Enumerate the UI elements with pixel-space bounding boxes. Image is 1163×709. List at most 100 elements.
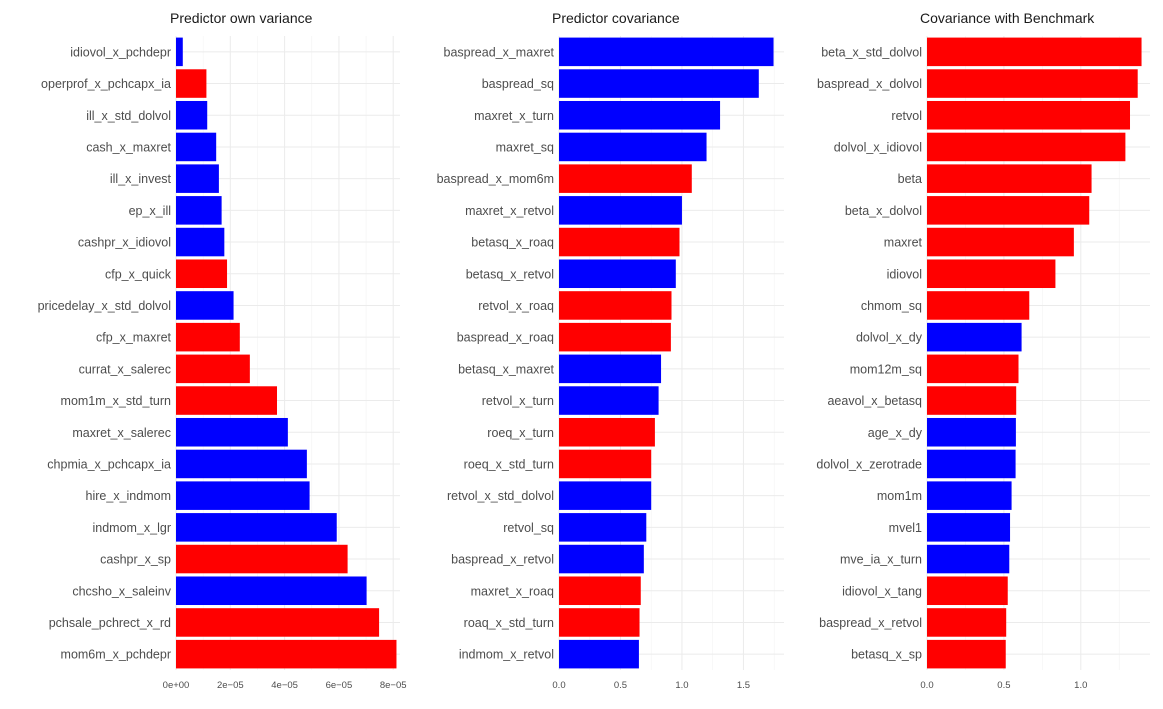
bar-cashpr-x-idiovol xyxy=(176,227,225,257)
bar-baspread-x-maxret xyxy=(559,37,774,67)
category-label: pchsale_pchrect_x_rd xyxy=(49,616,171,630)
category-label: cash_x_maxret xyxy=(86,140,171,154)
bar-cash-x-maxret xyxy=(176,132,217,162)
x-tick-label: 0.5 xyxy=(614,680,627,691)
bar-baspread-sq xyxy=(559,69,759,98)
bar-roaq-x-std-turn xyxy=(559,608,640,637)
category-label: maxret_x_turn xyxy=(474,109,554,123)
x-tick-label: 1.0 xyxy=(675,680,688,691)
bar-aeavol-x-betasq xyxy=(927,386,1017,415)
x-tick-label: 0.0 xyxy=(552,680,565,691)
bar-retvol-x-roaq xyxy=(559,291,672,320)
bar-baspread-x-retvol xyxy=(559,544,644,574)
category-label: retvol_x_turn xyxy=(482,394,554,408)
x-tick-label: 1.0 xyxy=(1074,680,1087,691)
category-label: betasq_x_sp xyxy=(851,648,922,662)
category-label: mom12m_sq xyxy=(850,362,922,376)
category-label: mom1m xyxy=(877,489,922,503)
category-label: cashpr_x_idiovol xyxy=(78,236,171,250)
category-label: maxret xyxy=(884,236,923,250)
category-label: idiovol xyxy=(887,267,922,281)
bar-retvol-x-std-dolvol xyxy=(559,481,652,510)
category-label: retvol_x_std_dolvol xyxy=(447,489,554,503)
bar-idiovol-x-tang xyxy=(927,576,1008,606)
bar-operprof-x-pchcapx-ia xyxy=(176,69,207,98)
bar-cfp-x-quick xyxy=(176,259,228,289)
category-label: dolvol_x_idiovol xyxy=(834,140,922,154)
category-label: betasq_x_maxret xyxy=(458,362,554,376)
bar-mvel1 xyxy=(927,513,1011,542)
category-label: baspread_x_roaq xyxy=(457,331,554,345)
bar-mom1m-x-std-turn xyxy=(176,386,278,415)
bar-age-x-dy xyxy=(927,417,1016,447)
category-label: ep_x_ill xyxy=(129,204,171,218)
category-label: indmom_x_retvol xyxy=(459,648,554,662)
category-label: maxret_x_roaq xyxy=(471,584,554,598)
bar-maxret xyxy=(927,227,1074,257)
bar-mom12m-sq xyxy=(927,354,1019,384)
category-label: hire_x_indmom xyxy=(86,489,171,503)
bar-baspread-x-mom6m xyxy=(559,164,692,193)
bar-idiovol xyxy=(927,259,1056,289)
bar-retvol-sq xyxy=(559,513,647,542)
bar-currat-x-salerec xyxy=(176,354,250,384)
category-label: ill_x_std_dolvol xyxy=(86,109,171,123)
bar-betasq-x-retvol xyxy=(559,259,676,289)
category-label: age_x_dy xyxy=(868,426,923,440)
category-label: roaq_x_std_turn xyxy=(464,616,554,630)
x-tick-label: 0.5 xyxy=(997,680,1010,691)
bar-betasq-x-maxret xyxy=(559,354,662,384)
bar-dolvol-x-dy xyxy=(927,322,1022,352)
bar-baspread-x-roaq xyxy=(559,322,671,352)
category-label: beta_x_std_dolvol xyxy=(821,45,922,59)
category-label: chmom_sq xyxy=(861,299,922,313)
bar-indmom-x-retvol xyxy=(559,639,639,669)
category-label: operprof_x_pchcapx_ia xyxy=(41,77,171,91)
bar-pricedelay-x-std-dolvol xyxy=(176,291,234,320)
panel-title: Predictor covariance xyxy=(552,10,680,26)
bar-betasq-x-sp xyxy=(927,639,1006,669)
bar-maxret-x-salerec xyxy=(176,417,288,447)
x-tick-label: 2e−05 xyxy=(217,680,244,691)
category-label: chpmia_x_pchcapx_ia xyxy=(47,457,171,471)
category-label: currat_x_salerec xyxy=(79,362,171,376)
category-label: maxret_x_salerec xyxy=(72,426,171,440)
category-label: dolvol_x_zerotrade xyxy=(816,457,922,471)
bar-mom1m xyxy=(927,481,1012,510)
category-label: baspread_sq xyxy=(482,77,554,91)
category-label: roeq_x_turn xyxy=(487,426,554,440)
bar-dolvol-x-idiovol xyxy=(927,132,1126,162)
category-label: baspread_x_retvol xyxy=(451,553,554,567)
category-label: baspread_x_retvol xyxy=(819,616,922,630)
chart-panel-3: beta_x_std_dolvol baspread_x_dolvolretvol… xyxy=(816,10,1150,691)
bar-mve-ia-x-turn xyxy=(927,544,1010,574)
category-label: beta xyxy=(898,172,922,186)
bar-roeq-x-turn xyxy=(559,417,655,447)
category-label: baspread_x_dolvol xyxy=(817,77,922,91)
bar-idiovol-x-pchdepr xyxy=(176,37,183,67)
category-label: aeavol_x_betasq xyxy=(827,394,922,408)
bar-mom6m-x-pchdepr xyxy=(176,639,397,669)
category-label: dolvol_x_dy xyxy=(856,331,923,345)
x-tick-label: 0e+00 xyxy=(163,680,190,691)
bar-ep-x-ill xyxy=(176,196,222,225)
bar-ill-x-std-dolvol xyxy=(176,100,208,130)
category-label: mom6m_x_pchdepr xyxy=(61,648,171,662)
bar-maxret-sq xyxy=(559,132,707,162)
x-tick-label: 4e−05 xyxy=(271,680,298,691)
category-label: mve_ia_x_turn xyxy=(840,553,922,567)
category-label: pricedelay_x_std_dolvol xyxy=(38,299,171,313)
category-label: cfp_x_quick xyxy=(105,267,172,281)
bar-pchsale-pchrect-x-rd xyxy=(176,608,380,637)
bar-cashpr-x-sp xyxy=(176,544,348,574)
category-label: ill_x_invest xyxy=(110,172,172,186)
x-tick-label: 8e−05 xyxy=(380,680,407,691)
bar-baspread-x-retvol xyxy=(927,608,1007,637)
category-label: roeq_x_std_turn xyxy=(464,457,554,471)
bar-baspread-x-dolvol xyxy=(927,69,1138,98)
x-tick-label: 1.5 xyxy=(737,680,750,691)
panel-title: Covariance with Benchmark xyxy=(920,10,1095,26)
bar-chmom-sq xyxy=(927,291,1030,320)
bar-retvol xyxy=(927,100,1131,130)
